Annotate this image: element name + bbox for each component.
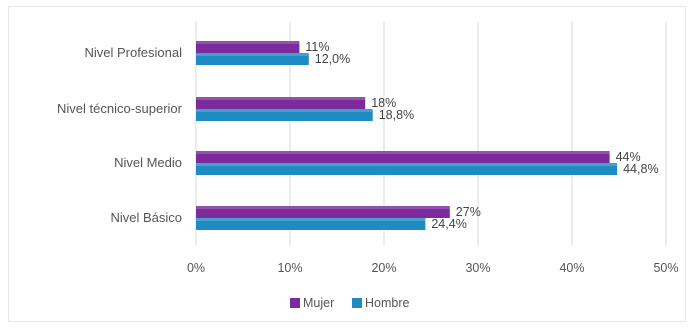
bar-hombre <box>196 53 309 65</box>
x-tick-label: 0% <box>187 261 205 275</box>
x-tick-label: 30% <box>465 261 490 275</box>
data-label: 24,4% <box>431 217 466 231</box>
bar-highlight <box>196 163 618 166</box>
x-tick-label: 10% <box>277 261 302 275</box>
bar-highlight <box>196 151 610 154</box>
legend-swatch-mujer <box>290 298 300 308</box>
bar-highlight <box>196 53 309 56</box>
bar-mujer <box>196 206 450 218</box>
category-label: Nivel Básico <box>110 210 182 225</box>
data-label: 11% <box>305 40 329 54</box>
x-tick-label: 50% <box>653 261 678 275</box>
data-label: 18,8% <box>379 108 414 122</box>
bar-mujer <box>196 151 610 163</box>
category-label: Nivel técnico-superior <box>57 101 183 116</box>
bar-highlight <box>196 218 426 221</box>
bar-highlight <box>196 97 366 100</box>
legend-swatch-hombre <box>352 298 362 308</box>
category-label: Nivel Profesional <box>84 45 182 60</box>
data-label: 12,0% <box>315 52 350 66</box>
bar-highlight <box>196 109 373 112</box>
bar-mujer <box>196 97 366 109</box>
data-label: 44% <box>616 150 641 164</box>
bar-hombre <box>196 109 373 121</box>
legend-label: Hombre <box>365 296 410 310</box>
bar-hombre <box>196 218 426 230</box>
bar-highlight <box>196 206 450 209</box>
bar-highlight <box>196 41 300 44</box>
data-label: 18% <box>371 96 396 110</box>
x-tick-label: 20% <box>371 261 396 275</box>
bar-mujer <box>196 41 300 53</box>
x-tick-label: 40% <box>559 261 584 275</box>
data-label: 44,8% <box>623 162 658 176</box>
legend-label: Mujer <box>303 296 334 310</box>
category-label: Nivel Medio <box>114 155 182 170</box>
bar-hombre <box>196 163 618 175</box>
data-label: 27% <box>456 205 481 219</box>
